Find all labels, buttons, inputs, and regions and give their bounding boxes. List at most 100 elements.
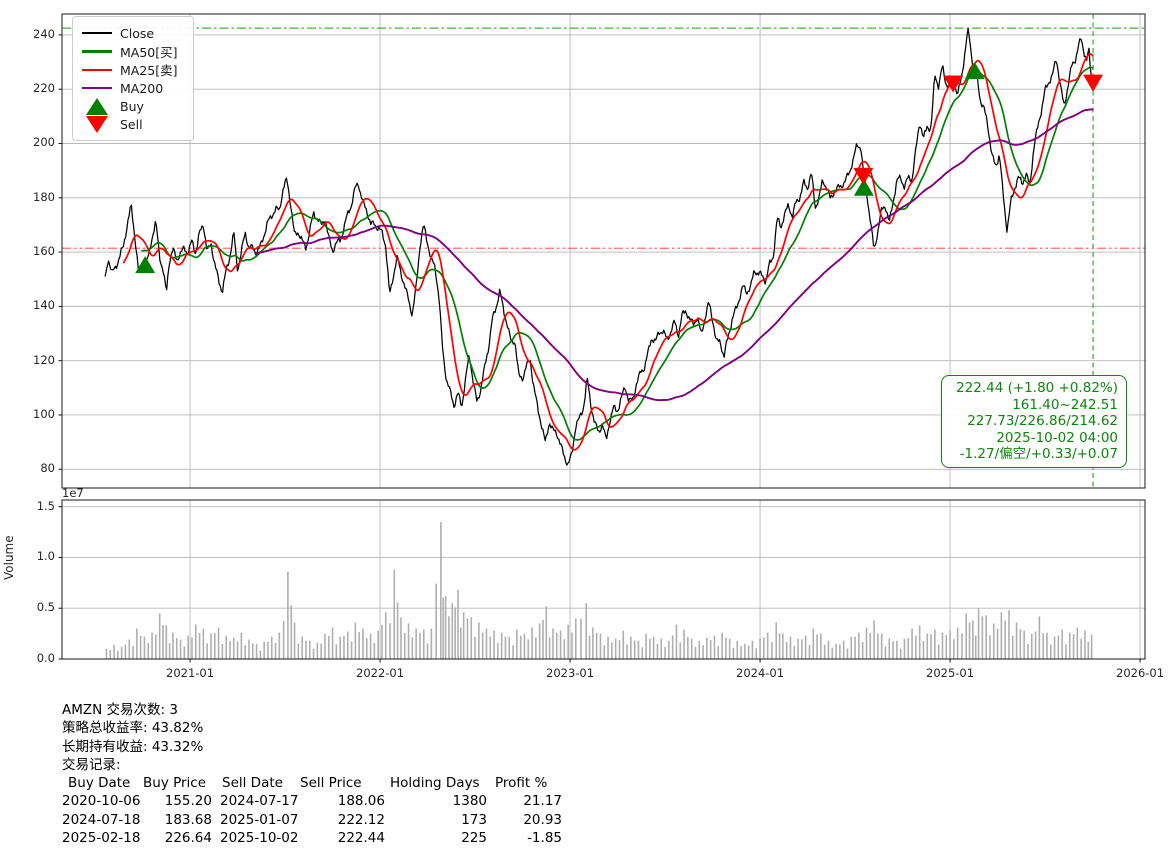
volume-bar [744, 643, 746, 659]
volume-bar [168, 643, 171, 659]
price-ytick-label: 180 [33, 189, 55, 204]
volume-bar [687, 636, 689, 659]
volume-bar [641, 647, 644, 659]
legend-marker-swatch [82, 98, 112, 116]
volume-bar [290, 605, 293, 659]
volume-bar [690, 638, 693, 659]
volume-bar [331, 627, 334, 659]
volume-bar [327, 635, 330, 659]
trades-cell: 155.20 [164, 793, 212, 810]
volume-bar [407, 623, 410, 659]
volume-bar [721, 632, 723, 659]
volume-bar [377, 630, 379, 659]
trades-cell: 226.64 [164, 830, 212, 847]
volume-bar [485, 628, 488, 659]
volume-bar [675, 624, 678, 659]
volume-bar [474, 637, 476, 659]
volume-bar [308, 640, 311, 659]
volume-bar [113, 644, 115, 659]
volume-bar [567, 624, 569, 659]
volume-bar [373, 643, 376, 659]
volume-bar [1008, 610, 1010, 659]
price-ytick-label: 120 [33, 352, 55, 367]
price-ytick-label: 100 [33, 406, 55, 421]
volume-bar [972, 620, 974, 659]
trades-table: Buy Date Buy Price Sell Date Sell Price Hold… [62, 774, 562, 847]
volume-bar [1068, 632, 1071, 659]
trades-cell: 20.93 [523, 811, 562, 828]
volume-bar [221, 644, 224, 659]
legend-line-swatch [82, 50, 112, 53]
volume-bar [527, 639, 530, 659]
volume-bar [343, 636, 345, 659]
volume-bar [278, 632, 281, 659]
volume-bar [592, 627, 594, 659]
volume-bar [614, 638, 617, 659]
legend-label: Buy [120, 99, 144, 115]
trades-header-cell: Sell Date [222, 775, 283, 792]
legend-item: MA50[买] [82, 42, 184, 60]
volume-bar [926, 633, 929, 659]
volume-bar [354, 622, 357, 659]
volume-bar [508, 636, 511, 659]
volume-bar [229, 640, 231, 659]
volume-bar [139, 635, 142, 659]
volume-bar [120, 646, 123, 659]
volume-bar [105, 648, 108, 659]
volume-bar [175, 638, 178, 659]
trades-row: 2025-02-18 226.64 2025-10-02 222.44 225 -1.85 [62, 829, 562, 847]
legend-line-swatch [82, 86, 112, 90]
trades-cell: 2024-07-17 [220, 793, 299, 810]
volume-bar [400, 617, 402, 659]
trades-cell: 188.06 [337, 793, 385, 810]
volume-bar [869, 632, 872, 659]
volume-bar [454, 607, 456, 659]
volume-bar [903, 638, 906, 659]
volume-bar [1004, 620, 1006, 659]
legend-label: Close [120, 25, 155, 41]
trades-header-cell: Holding Days [390, 775, 480, 792]
volume-bar [172, 632, 174, 659]
volume-bar [481, 632, 484, 659]
trades-cell: 173 [461, 811, 487, 828]
legend-label: MA25[卖] [120, 63, 178, 79]
volume-bar [633, 640, 636, 659]
volume-bar [835, 643, 837, 659]
volume-bar [892, 641, 894, 659]
volume-bar [430, 628, 433, 659]
volume-bar [478, 622, 480, 659]
volume-bar [389, 623, 391, 659]
volume-bar [381, 624, 383, 659]
volume-bar [599, 633, 602, 659]
volume-bar [1084, 630, 1086, 659]
volume-bar [827, 640, 830, 659]
trades-cell: 2020-10-06 [62, 793, 141, 810]
volume-bar [335, 644, 338, 659]
sell-marker [853, 167, 874, 185]
volume-bar [444, 596, 447, 659]
trades-cell: 222.44 [337, 830, 385, 847]
volume-bar [953, 639, 955, 659]
trades-row: 2024-07-18 183.68 2025-01-07 222.12 173 20.93 [62, 811, 562, 829]
volume-bar [930, 634, 932, 659]
legend: Close MA50[买] MA25[卖] MA200 Buy Sell [72, 16, 194, 141]
trades-cell: -1.85 [527, 830, 562, 847]
volume-bar [713, 635, 716, 659]
volume-bar [842, 640, 845, 659]
volume-bar [187, 635, 189, 659]
volume-bar [622, 630, 625, 659]
volume-bar [451, 603, 454, 659]
volume-bar [873, 620, 875, 659]
line-swatch [82, 50, 112, 53]
volume-bar [965, 613, 968, 659]
volume-ytick-label: 0.0 [36, 651, 55, 665]
volume-bar [419, 632, 421, 659]
volume-bar [422, 629, 425, 659]
volume-bar [1034, 631, 1037, 659]
volume-bar [346, 631, 349, 659]
volume-bar [918, 625, 921, 659]
volume-bar [339, 636, 341, 659]
line-swatch [82, 86, 112, 90]
volume-bar [1072, 634, 1075, 659]
